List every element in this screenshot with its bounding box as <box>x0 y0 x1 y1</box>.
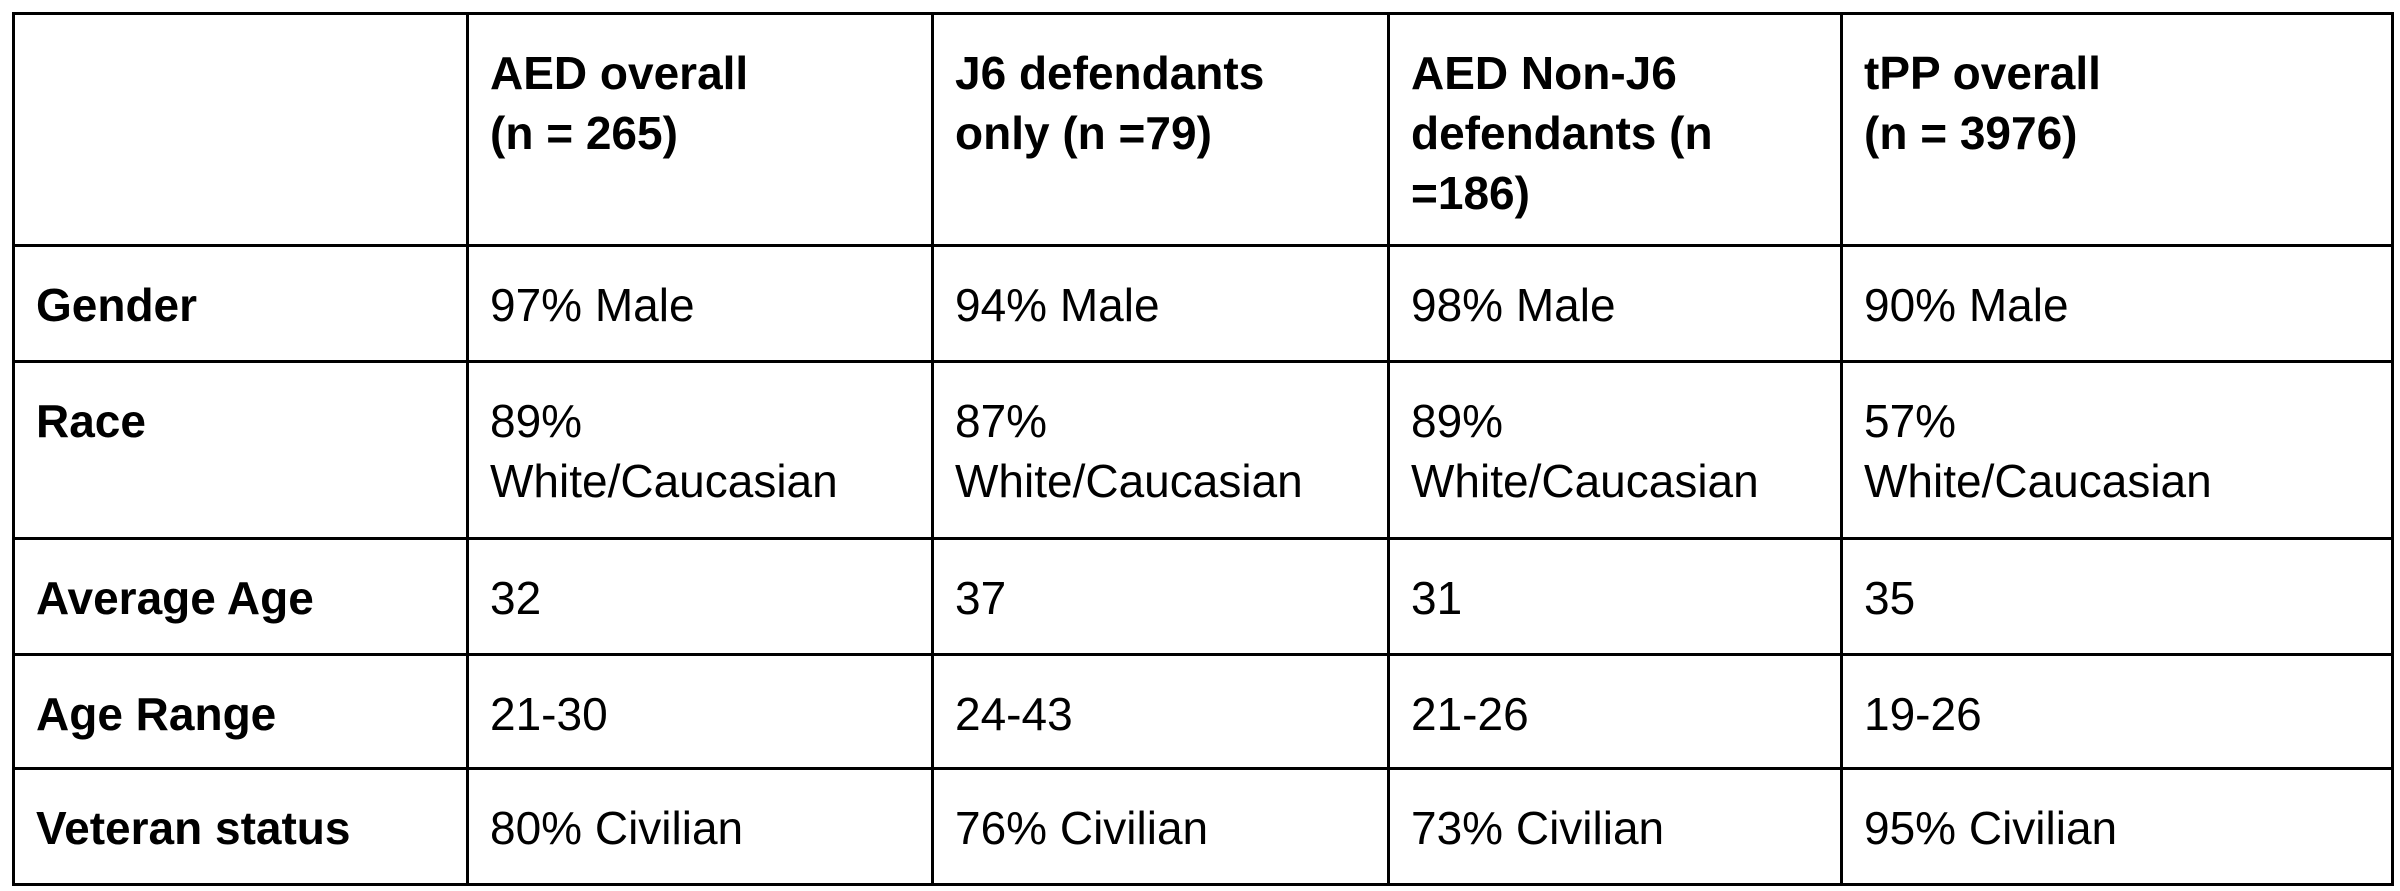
table-cell: 90% Male <box>1840 244 2394 363</box>
header-cell-j6-only: J6 defendants only (n =79) <box>931 12 1390 247</box>
table-cell: 19-26 <box>1840 653 2394 770</box>
row-label: Veteran status <box>12 767 469 886</box>
table-cell: 97% Male <box>466 244 934 363</box>
table-cell: 80% Civilian <box>466 767 934 886</box>
table-cell: 37 <box>931 537 1390 656</box>
table-cell: 98% Male <box>1387 244 1843 363</box>
table-cell: 89% White/Caucasian <box>466 360 934 540</box>
table-row: Race 89% White/Caucasian 87% White/Cauca… <box>12 360 2394 540</box>
table-cell: 76% Civilian <box>931 767 1390 886</box>
table-row: Average Age 32 37 31 35 <box>12 537 2394 656</box>
table-header-row: AED overall (n = 265) J6 defendants only… <box>12 12 2394 247</box>
row-label: Race <box>12 360 469 540</box>
table-cell: 94% Male <box>931 244 1390 363</box>
row-label: Gender <box>12 244 469 363</box>
table-cell: 35 <box>1840 537 2394 656</box>
table-cell: 21-26 <box>1387 653 1843 770</box>
header-cell-tpp-overall: tPP overall (n = 3976) <box>1840 12 2394 247</box>
demographics-table: AED overall (n = 265) J6 defendants only… <box>12 12 2394 886</box>
table-cell: 73% Civilian <box>1387 767 1843 886</box>
table-cell: 31 <box>1387 537 1843 656</box>
table-cell: 89% White/Caucasian <box>1387 360 1843 540</box>
row-label: Average Age <box>12 537 469 656</box>
table-row: Age Range 21-30 24-43 21-26 19-26 <box>12 653 2394 770</box>
header-cell-aed-non-j6: AED Non-J6 defendants (n =186) <box>1387 12 1843 247</box>
table-row: Gender 97% Male 94% Male 98% Male 90% Ma… <box>12 244 2394 363</box>
table-cell: 95% Civilian <box>1840 767 2394 886</box>
table-cell: 87% White/Caucasian <box>931 360 1390 540</box>
table-cell: 32 <box>466 537 934 656</box>
header-cell-aed-overall: AED overall (n = 265) <box>466 12 934 247</box>
table-cell: 24-43 <box>931 653 1390 770</box>
table-row: Veteran status 80% Civilian 76% Civilian… <box>12 767 2394 886</box>
table-cell: 21-30 <box>466 653 934 770</box>
header-cell-empty <box>12 12 469 247</box>
row-label: Age Range <box>12 653 469 770</box>
table-cell: 57% White/Caucasian <box>1840 360 2394 540</box>
